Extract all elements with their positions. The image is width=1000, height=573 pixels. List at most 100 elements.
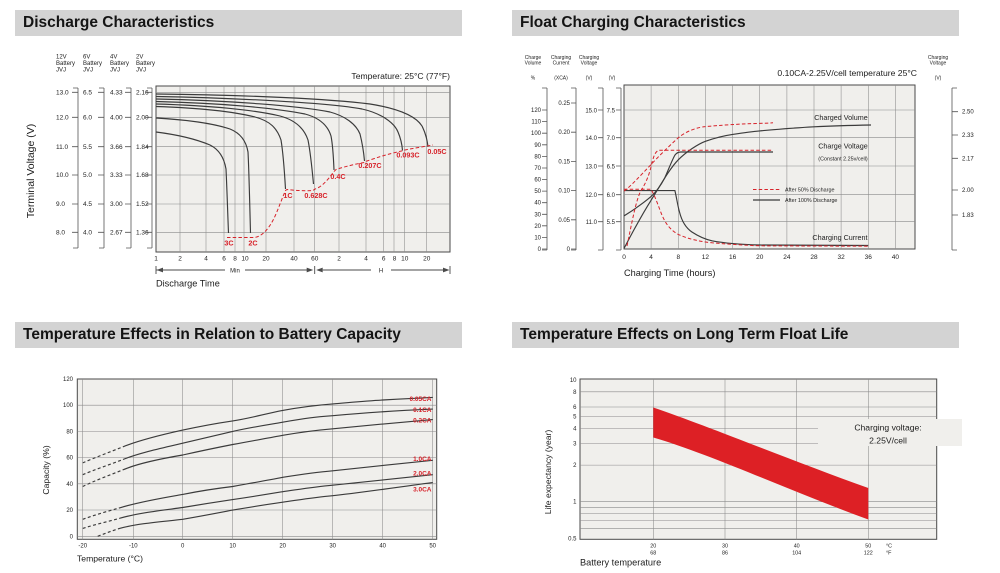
tick: 20 bbox=[534, 224, 541, 230]
tick: 6.0 bbox=[607, 193, 616, 199]
tick: 70 bbox=[534, 166, 541, 172]
tick: 0.20 bbox=[558, 130, 570, 136]
tick: 16 bbox=[729, 254, 737, 261]
tick: 24 bbox=[783, 254, 791, 261]
scale-head: % bbox=[531, 76, 536, 82]
x-tick-labels: 0 4 8 12 16 20 24 28 32 36 40 bbox=[622, 254, 899, 261]
scale-headers: 12V Battery JVJ 6V Battery JVJ 4V Batter… bbox=[56, 55, 155, 74]
tick: 13.0 bbox=[56, 90, 69, 97]
tick: 4 bbox=[649, 254, 653, 261]
temp-capacity-chart: 0.05CA 0.1CA 0.2CA 1.0CA 2.0CA 3.0CA 120… bbox=[41, 377, 438, 564]
scale-head: 2V bbox=[136, 55, 143, 61]
y-axis-title: Life expectancy (year) bbox=[543, 430, 553, 515]
tick: 1.84 bbox=[136, 144, 149, 151]
tick: 20 bbox=[423, 256, 431, 263]
charging-current-label: Charging Current bbox=[812, 233, 867, 242]
tick: 6.5 bbox=[607, 164, 616, 170]
tick: 10 bbox=[229, 544, 236, 550]
tick: 13.0 bbox=[585, 164, 597, 170]
tick-c: 40 bbox=[794, 544, 800, 550]
y-tick-labels: 10 8 6 5 4 3 2 1 0.5 bbox=[568, 378, 577, 542]
scale-head: Voltage bbox=[581, 61, 598, 67]
curve-0.05C bbox=[155, 93, 429, 147]
tick: -20 bbox=[78, 544, 87, 550]
tick: 7.0 bbox=[607, 136, 616, 142]
tick: 0 bbox=[567, 247, 571, 253]
float-life-chart: Charging voltage: 2.25V/cell 10 8 6 5 4 … bbox=[543, 378, 962, 568]
scale-head: Battery bbox=[136, 61, 155, 67]
tick: 10 bbox=[401, 256, 409, 263]
tick: 8 bbox=[573, 390, 577, 396]
y-tick-labels: 120 110 100 90 80 70 60 50 40 30 20 10 0… bbox=[531, 101, 974, 253]
tick: 100 bbox=[531, 131, 542, 137]
scale-head: (V) bbox=[586, 76, 593, 82]
tick: 1.36 bbox=[136, 230, 149, 237]
tick: 20 bbox=[279, 544, 286, 550]
curve-0.628C bbox=[155, 103, 315, 185]
scale-head: (V) bbox=[935, 76, 942, 82]
tick: 10 bbox=[241, 256, 249, 263]
scale-head: JVJ bbox=[136, 68, 146, 74]
unit-fahrenheit: °F bbox=[886, 551, 892, 557]
curve-labels: Charged Volume Charge Voltage (Constant … bbox=[753, 113, 868, 242]
legend-50-discharge: After 50% Discharge bbox=[785, 188, 834, 194]
rate-label: 2.0CA bbox=[413, 471, 432, 478]
tick: 110 bbox=[531, 120, 541, 126]
tick: 40 bbox=[290, 256, 298, 263]
curve-3.0CA bbox=[119, 482, 433, 529]
tick: 0.05 bbox=[558, 218, 570, 224]
tick: 60 bbox=[66, 456, 73, 462]
y-axis-title: Capacity (%) bbox=[41, 445, 51, 494]
condition-note: 0.10CA-2.25V/cell temperature 25°C bbox=[777, 68, 917, 78]
rate-label: 0.628C bbox=[304, 191, 327, 200]
tick: 80 bbox=[534, 154, 541, 160]
curve-1C bbox=[155, 105, 287, 190]
annotation-line1: Charging voltage: bbox=[854, 423, 921, 433]
scale-head: Voltage bbox=[930, 61, 947, 67]
rate-label: 0.207C bbox=[358, 161, 381, 170]
rate-labels: 0.05CA 0.1CA 0.2CA 1.0CA 2.0CA 3.0CA bbox=[409, 396, 431, 494]
tick: 10 bbox=[534, 235, 541, 241]
x-tick-labels: 20 30 40 50 68 86 104 122 °C °F bbox=[650, 544, 892, 557]
rate-label: 2C bbox=[248, 239, 257, 248]
scale-head: JVJ bbox=[56, 68, 66, 74]
scale-head: (XCA) bbox=[554, 76, 568, 82]
curve-2C bbox=[155, 117, 252, 234]
scale-head: Volume bbox=[525, 61, 542, 67]
tick: 1.52 bbox=[136, 201, 149, 208]
tick: 2 bbox=[573, 463, 577, 469]
tick: 4.00 bbox=[110, 115, 123, 122]
tick: 40 bbox=[534, 201, 541, 207]
tick: 3 bbox=[573, 442, 577, 448]
tick-c: 50 bbox=[865, 544, 871, 550]
tick: 1 bbox=[154, 256, 158, 263]
scale-head: Battery bbox=[110, 61, 129, 67]
discharge-end-locus bbox=[227, 144, 434, 238]
rate-labels: 3C 2C 1C 0.628C 0.4C 0.207C 0.093C 0.05C bbox=[224, 147, 446, 248]
gridlines bbox=[77, 379, 437, 540]
tick: 4 bbox=[204, 256, 208, 263]
tick: 80 bbox=[66, 429, 73, 435]
tick-c: 20 bbox=[650, 544, 656, 550]
tick-c: 30 bbox=[722, 544, 728, 550]
tick: 9.0 bbox=[56, 201, 65, 208]
rate-label: 3.0CA bbox=[413, 487, 432, 494]
scale-head: Charging bbox=[579, 55, 600, 61]
charged-volume-50 bbox=[623, 122, 774, 192]
tick: -10 bbox=[129, 544, 138, 550]
tick: 8 bbox=[233, 256, 237, 263]
tick: 5.5 bbox=[83, 144, 92, 151]
tick: 60 bbox=[534, 178, 541, 184]
curve-2.0CA bbox=[119, 474, 433, 519]
scale-brackets bbox=[542, 87, 958, 251]
charge-voltage-label: Charge Voltage bbox=[818, 142, 868, 151]
tick: 2 bbox=[178, 256, 182, 263]
charging-current-50 bbox=[624, 188, 869, 247]
tick: 20 bbox=[66, 508, 73, 514]
tick: 10 bbox=[570, 378, 577, 384]
tick: 0 bbox=[181, 544, 185, 550]
unit-celsius: °C bbox=[886, 544, 892, 550]
tick: 2.00 bbox=[136, 115, 149, 122]
tick: 6 bbox=[222, 256, 226, 263]
scale-head: Battery bbox=[56, 61, 75, 67]
